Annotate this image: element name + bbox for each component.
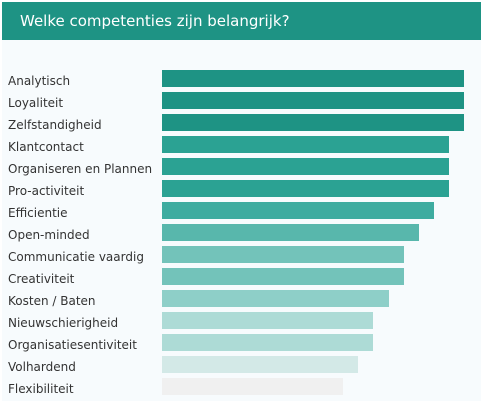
category-label: Volhardend [8,359,76,374]
bar-chart: Analytisch Loyaliteit Zelfstandigheid Klant… [2,70,481,401]
category-label: Kosten / Baten [8,293,96,308]
bar [162,290,389,307]
category-label: Analytisch [8,73,71,88]
bar [162,114,464,131]
category-label: Flexibiliteit [8,381,74,396]
category-label: Organisatiesentiviteit [8,337,137,352]
bar [162,70,464,87]
chart-title: Welke competenties zijn belangrijk? [2,2,481,40]
category-label: Communicatie vaardig [8,249,144,264]
bar [162,312,373,329]
bar [162,224,419,241]
bar [162,356,358,373]
category-label: Pro-activiteit [8,183,85,198]
bar [162,268,404,285]
bar [162,334,373,351]
category-label: Creativiteit [8,271,75,286]
bar [162,158,449,175]
category-label: Klantcontact [8,139,84,154]
category-label: Organiseren en Plannen [8,161,153,176]
bar [162,180,449,197]
bar [162,202,434,219]
bar [162,92,464,109]
category-label: Nieuwschierigheid [8,315,119,330]
category-label: Efficientie [8,205,68,220]
bar [162,246,404,263]
bar [162,378,343,395]
category-label: Loyaliteit [8,95,64,110]
bar [162,136,449,153]
category-label: Open-minded [8,227,90,242]
category-label: Zelfstandigheid [8,117,102,132]
